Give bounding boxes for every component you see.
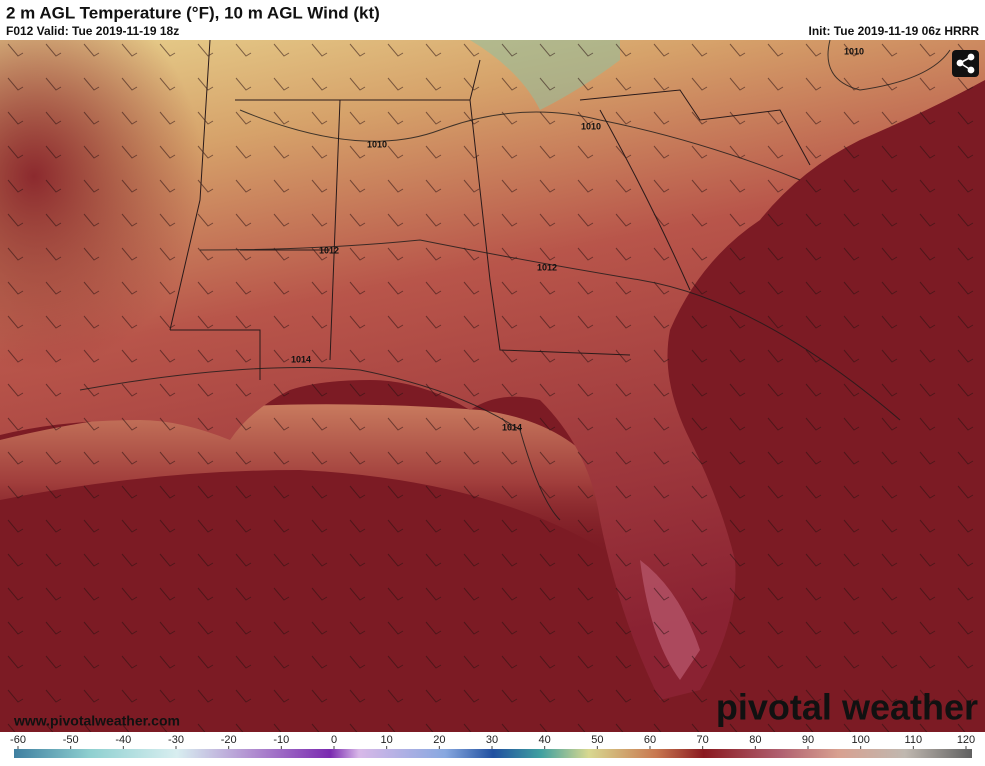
colorbar-tick-label: -10 xyxy=(273,734,289,746)
isobar-label: 1010 xyxy=(367,139,387,149)
title: 2 m AGL Temperature (°F), 10 m AGL Wind … xyxy=(6,3,380,22)
isobars xyxy=(79,39,951,521)
colorbar-tick-label: 40 xyxy=(539,734,551,746)
isobar-label: 1014 xyxy=(502,422,522,432)
colorbar-tick-label: 60 xyxy=(644,734,656,746)
colorbar-tick-label: -40 xyxy=(115,734,131,746)
state-borders xyxy=(169,39,811,380)
share-button[interactable] xyxy=(952,50,979,77)
colorbar-tick-label: -50 xyxy=(63,734,79,746)
isobar-labels: 1010 1010 1010 1012 1012 1014 1014 xyxy=(291,46,864,432)
colorbar-tick-label: 0 xyxy=(331,734,337,746)
watermark: pivotal weather xyxy=(716,687,978,728)
colorbar-tick-label: 90 xyxy=(802,734,814,746)
share-button-bg[interactable] xyxy=(952,50,979,77)
colorbar-tick-label: 100 xyxy=(851,734,869,746)
colorbar-scale xyxy=(14,749,972,758)
map: 1010 1010 1010 1012 1012 1014 1014 www.pivotal… xyxy=(0,39,985,732)
colorbar-tick-label: -60 xyxy=(10,734,26,746)
isobar-label: 1014 xyxy=(291,354,311,364)
isobar-label: 1012 xyxy=(319,245,339,255)
colorbar-tick-label: -20 xyxy=(221,734,237,746)
colorbar-tick-label: 80 xyxy=(749,734,761,746)
valid-time: F012 Valid: Tue 2019-11-19 18z xyxy=(6,24,179,38)
wind-barbs xyxy=(0,40,985,732)
colorbar-tick-label: 10 xyxy=(381,734,393,746)
site-url: www.pivotalweather.com xyxy=(13,713,180,729)
colorbar-tick-label: 70 xyxy=(697,734,709,746)
isobar-label: 1010 xyxy=(844,46,864,56)
colorbar-tick-label: 50 xyxy=(591,734,603,746)
colorbar-tick-label: -30 xyxy=(168,734,184,746)
colorbar-tick-label: 20 xyxy=(433,734,445,746)
colorbar: -60 -50 -40 -30 -20 -10 0 10 20 30 40 50 60 70 80 90 100… xyxy=(0,732,985,761)
isobar-label: 1012 xyxy=(537,262,557,272)
colorbar-tick-label: 120 xyxy=(957,734,975,746)
init-time: Init: Tue 2019-11-19 06z HRRR xyxy=(808,24,979,38)
isobar-label: 1010 xyxy=(581,121,601,131)
header: 2 m AGL Temperature (°F), 10 m AGL Wind … xyxy=(6,3,979,38)
share-icon xyxy=(956,53,975,74)
colorbar-tick-label: 110 xyxy=(905,734,923,746)
colorbar-tick-label: 30 xyxy=(486,734,498,746)
